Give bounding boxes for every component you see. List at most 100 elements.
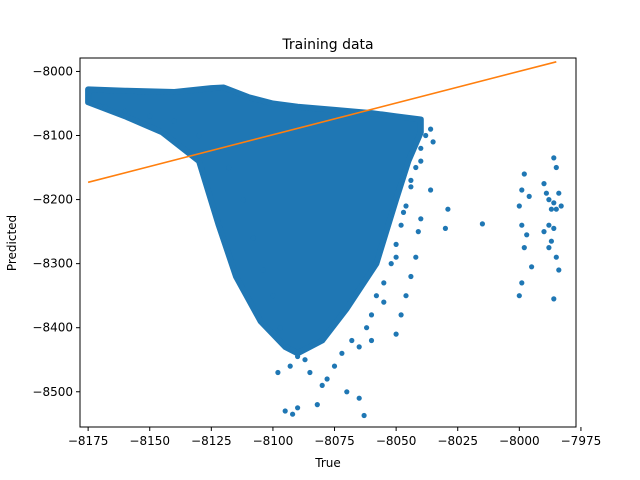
scatter-point — [526, 193, 532, 199]
scatter-point — [521, 245, 527, 251]
scatter-point — [519, 280, 525, 286]
scatter-point — [344, 389, 350, 395]
scatter-point — [556, 190, 562, 196]
scatter-point — [381, 280, 387, 286]
x-axis-label: True — [314, 456, 341, 470]
scatter-point — [393, 241, 399, 247]
scatter-point — [171, 118, 177, 124]
scatter-point — [546, 245, 552, 251]
scatter-point — [521, 171, 527, 177]
scatter-point — [479, 221, 485, 227]
scatter-point — [295, 405, 301, 411]
x-tick-label: −8175 — [68, 434, 109, 448]
x-tick-label: −7975 — [561, 434, 602, 448]
scatter-point — [551, 296, 557, 302]
scatter-point — [519, 222, 525, 228]
scatter-point — [556, 267, 562, 273]
scatter-point — [558, 203, 564, 209]
scatter-point — [408, 273, 414, 280]
scatter-point — [226, 164, 232, 171]
x-tick-label: −8025 — [437, 434, 478, 448]
scatter-point — [368, 312, 375, 318]
chart-title: Training data — [281, 37, 373, 53]
scatter-point — [373, 293, 379, 299]
scatter-point — [418, 145, 424, 151]
scatter-point — [445, 206, 451, 212]
scatter-point — [356, 395, 362, 401]
scatter-point — [287, 363, 293, 369]
scatter-point — [282, 408, 288, 414]
scatter-point — [546, 197, 552, 203]
y-axis: −8000 −8100 −8200 −8300 −8400 −8500 — [32, 64, 80, 399]
scatter-point — [428, 126, 434, 132]
scatter-point — [553, 164, 559, 171]
scatter-point — [393, 254, 399, 260]
scatter-point — [546, 222, 552, 228]
scatter-point — [413, 164, 419, 171]
scatter-point-cloud — [85, 84, 424, 357]
scatter-point — [403, 293, 409, 299]
x-tick-label: −8125 — [191, 434, 232, 448]
scatter-point — [92, 100, 99, 107]
scatter-point — [516, 203, 522, 209]
scatter-point — [240, 197, 246, 203]
scatter-point — [324, 376, 330, 382]
scatter-point — [270, 293, 276, 299]
scatter-point — [331, 363, 338, 369]
scatter-point — [423, 132, 429, 139]
scatter-point — [361, 412, 367, 419]
y-axis-label: Predicted — [5, 215, 19, 271]
scatter-point — [553, 206, 559, 212]
scatter-point — [529, 264, 535, 270]
scatter-point — [147, 113, 153, 119]
scatter-point — [430, 139, 436, 145]
scatter-point — [302, 357, 308, 363]
scatter-point — [398, 312, 404, 318]
scatter-point — [250, 235, 256, 241]
scatter-point — [418, 158, 424, 164]
y-tick-label: −8200 — [32, 193, 73, 207]
scatter-point — [393, 331, 399, 337]
axes-frame — [79, 57, 577, 428]
scatter-point — [260, 267, 266, 273]
scatter-point — [356, 344, 362, 350]
scatter-point — [519, 187, 525, 193]
scatter-point — [102, 104, 108, 110]
scatter-point — [428, 187, 434, 193]
scatter-point — [548, 238, 555, 244]
scatter-point — [349, 337, 355, 344]
x-axis: −8175 −8150 −8125 −8100 −8075 −8050 −8025 −8000… — [68, 427, 601, 448]
x-tick-label: −8075 — [314, 434, 355, 448]
scatter-point — [551, 200, 557, 206]
scatter-point — [290, 411, 296, 417]
scatter-point — [543, 190, 550, 196]
scatter-point — [85, 94, 91, 100]
scatter-point — [295, 353, 301, 360]
scatter-point — [408, 184, 414, 190]
scatter-point — [381, 299, 387, 305]
scatter-point — [418, 216, 424, 222]
scatter-point — [442, 225, 448, 231]
scatter-point — [307, 369, 313, 376]
fit-line — [87, 61, 557, 184]
scatter-point — [403, 203, 409, 209]
x-tick-label: −8150 — [129, 434, 170, 448]
scatter-point — [319, 382, 325, 388]
y-tick-label: −8300 — [32, 257, 73, 271]
scatter-point — [551, 225, 557, 231]
scatter-point — [314, 402, 320, 408]
scatter-point — [413, 254, 419, 260]
y-tick-label: −8000 — [32, 64, 73, 78]
plot-area — [85, 61, 564, 419]
x-tick-label: −8100 — [253, 434, 294, 448]
scatter-point — [548, 206, 555, 212]
scatter-point — [553, 254, 559, 260]
scatter-point — [516, 293, 522, 299]
scatter-point — [285, 344, 291, 350]
x-tick-label: −8050 — [376, 434, 417, 448]
scatter-point — [277, 325, 283, 331]
scatter-point — [275, 369, 281, 376]
scatter-point — [524, 232, 530, 238]
scatter-point — [400, 209, 407, 215]
